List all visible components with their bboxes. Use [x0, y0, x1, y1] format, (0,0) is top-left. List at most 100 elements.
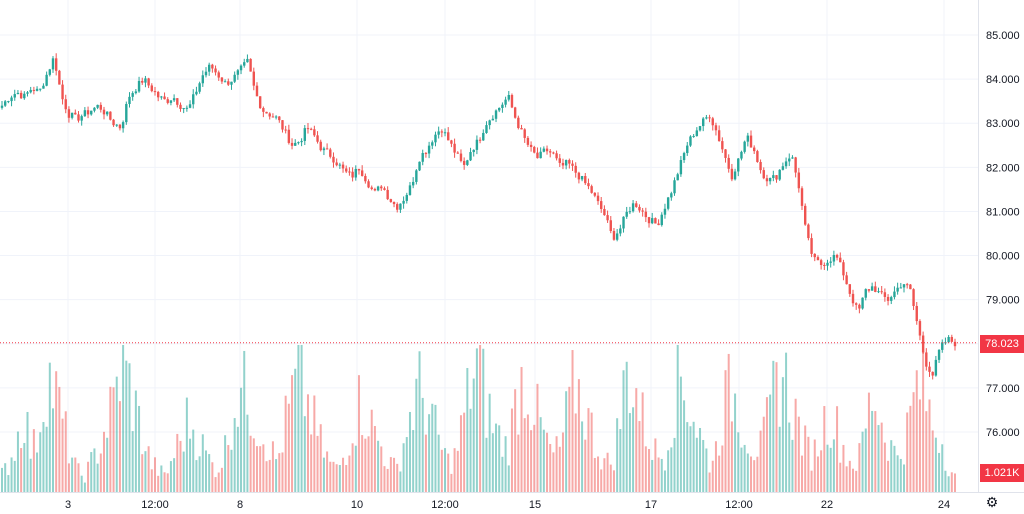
volume-bar: [676, 345, 679, 492]
candle-body: [431, 142, 434, 146]
candle-body: [861, 297, 864, 309]
volume-bar: [297, 345, 300, 492]
volume-bar: [459, 415, 462, 492]
candle-body: [689, 136, 692, 146]
candle-body: [392, 201, 396, 205]
volume-bar: [370, 409, 373, 492]
candle-body: [217, 72, 220, 78]
candle-body: [756, 151, 759, 162]
volume-bar: [185, 397, 188, 492]
candle-body: [233, 74, 236, 82]
volume-bar: [938, 452, 941, 492]
candle-body: [13, 94, 16, 98]
candle-body: [105, 111, 109, 115]
volume-bar: [357, 375, 360, 492]
candle-body: [16, 92, 20, 95]
volume-bar: [456, 450, 459, 492]
candle-body: [851, 293, 855, 304]
candle-body: [778, 169, 781, 180]
volume-bar: [87, 461, 90, 492]
candle-body: [845, 275, 848, 285]
volume-bar: [896, 455, 899, 492]
candle-body: [265, 111, 268, 114]
volume-bar: [246, 414, 249, 492]
volume-bar: [887, 460, 890, 492]
volume-bar: [48, 362, 51, 492]
y-axis[interactable]: 85.000 84.000 83.000 82.000 81.000 80.000 79.0…: [978, 0, 1020, 492]
candle-body: [749, 135, 753, 148]
candle-body: [61, 84, 64, 100]
candle-body: [389, 199, 393, 202]
volume-bar: [836, 406, 839, 492]
volume-bar: [402, 443, 405, 492]
candle-body: [137, 80, 141, 92]
candle-body: [316, 135, 319, 142]
volume-bar: [638, 421, 641, 492]
candle-body: [214, 68, 217, 73]
volume-bar: [587, 408, 590, 492]
candle-body: [150, 85, 154, 92]
candle-body: [781, 166, 785, 170]
volume-bar: [807, 436, 810, 492]
volume-bar: [377, 440, 380, 492]
volume-bar: [877, 425, 880, 492]
volume-bar: [692, 421, 695, 492]
candle-body: [179, 104, 182, 109]
volume-bar: [663, 470, 666, 492]
candle-body: [880, 291, 883, 293]
volume-bar: [823, 406, 826, 492]
candle-body: [883, 292, 887, 297]
candle-body: [536, 152, 539, 159]
volume-bar: [335, 464, 338, 492]
settings-icon[interactable]: ⚙: [985, 494, 999, 510]
candle-body: [829, 261, 832, 263]
volume-bar: [1, 467, 3, 492]
candle-body: [526, 137, 530, 145]
candle-body: [466, 160, 469, 165]
candle-body: [615, 233, 619, 240]
candle-body: [373, 188, 377, 191]
candle-body: [290, 142, 294, 146]
candle-body: [753, 147, 756, 152]
volume-bar: [788, 422, 791, 492]
candle-body: [896, 287, 899, 292]
volume-bar: [558, 446, 561, 492]
volume-bar: [574, 413, 577, 492]
volume-bar: [934, 437, 937, 492]
x-tick-label: 24: [938, 499, 950, 511]
volume-bar: [641, 392, 644, 492]
volume-bar: [173, 458, 176, 492]
candle-body: [284, 129, 287, 131]
candle-body: [513, 107, 517, 118]
volume-bar: [99, 453, 102, 492]
candle-body: [469, 152, 472, 161]
candle-body: [768, 178, 772, 182]
candle-body: [759, 161, 762, 171]
volume-bar: [169, 461, 172, 492]
candle-body: [77, 114, 80, 121]
volume-bar: [396, 463, 399, 492]
candle-body: [262, 108, 265, 112]
candle-body: [587, 183, 590, 187]
candle-body: [660, 214, 663, 226]
x-axis[interactable]: 3 12:00 8 10 12:00 15 17 12:00 22 24: [65, 499, 950, 511]
candle-body: [278, 116, 281, 121]
candle-body: [64, 99, 67, 110]
volume-bar: [944, 470, 947, 492]
volume-bar: [472, 378, 475, 492]
candle-body: [370, 187, 373, 189]
volume-bar: [278, 453, 281, 492]
volume-bar: [941, 444, 944, 492]
candle-body: [287, 129, 291, 143]
volume-bar: [102, 431, 105, 492]
volume-bar: [125, 360, 128, 492]
candle-body: [26, 92, 29, 94]
volume-bar: [491, 433, 494, 492]
candle-body: [953, 341, 957, 347]
volume-bar: [160, 465, 163, 492]
candle-body: [619, 228, 622, 234]
volume-bar: [482, 348, 485, 492]
volume-bar: [39, 432, 42, 492]
candle-body: [788, 158, 791, 162]
